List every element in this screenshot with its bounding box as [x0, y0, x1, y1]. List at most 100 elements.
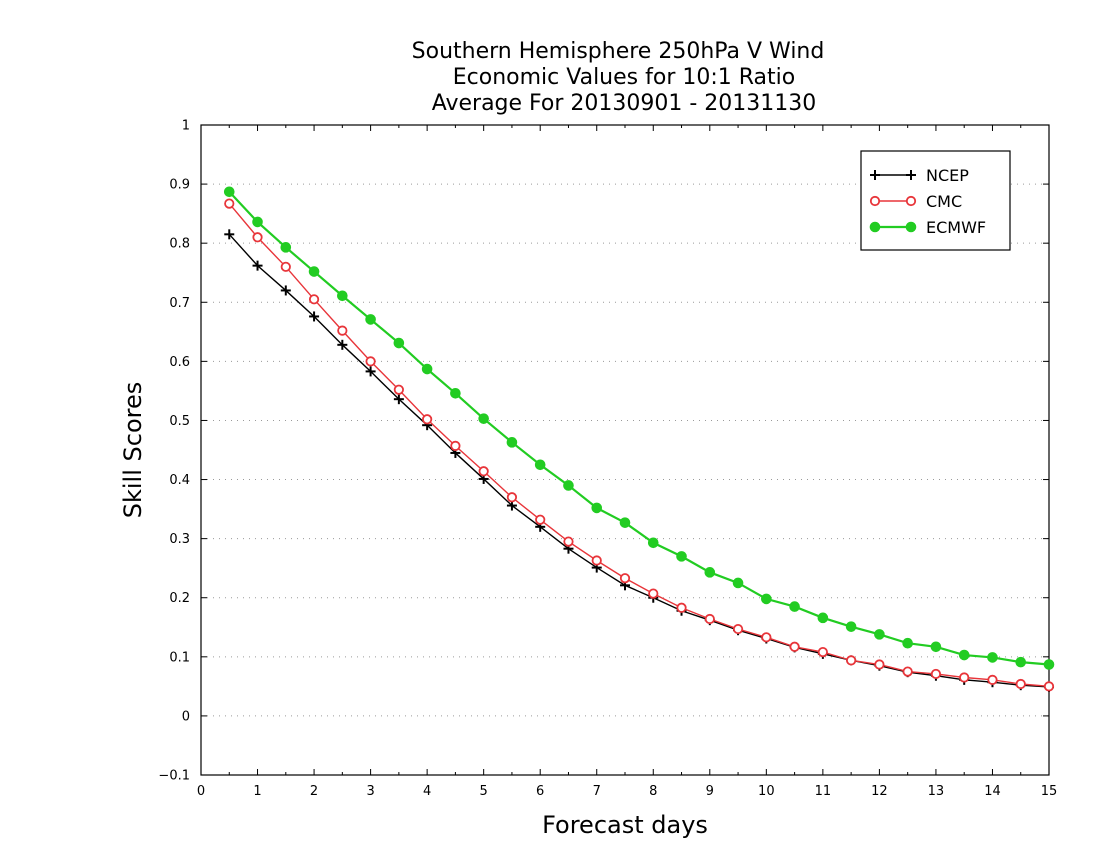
data-point-ecmwf — [563, 480, 574, 491]
data-point-ecmwf — [874, 629, 885, 640]
y-tick-label: 0 — [182, 709, 190, 724]
data-point-ecmwf — [308, 266, 320, 277]
data-point-ecmwf — [534, 459, 546, 471]
data-point-ecmwf — [647, 537, 659, 549]
data-point-ecmwf — [676, 551, 687, 562]
data-point-ecmwf — [393, 337, 405, 349]
data-point-ncep — [280, 285, 291, 296]
data-point-cmc — [337, 325, 348, 336]
y-tick-label: 0.8 — [169, 237, 190, 252]
data-point-cmc — [506, 492, 518, 503]
data-point-cmc — [252, 232, 263, 243]
legend-item-cmc: CMC — [869, 192, 962, 211]
legend-marker — [869, 195, 881, 207]
data-point-ecmwf — [732, 577, 744, 589]
data-point-cmc — [704, 613, 715, 625]
x-tick-label: 12 — [871, 784, 888, 799]
x-axis-title: Forecast days — [542, 811, 708, 839]
data-point-cmc — [619, 573, 631, 584]
series-cmc — [224, 198, 1055, 692]
legend-marker — [869, 221, 881, 233]
legend-label: CMC — [926, 192, 962, 211]
data-point-cmc — [422, 414, 433, 425]
data-point-cmc — [930, 668, 942, 680]
y-tick-label: 1 — [182, 119, 190, 134]
data-point-ncep — [309, 311, 320, 322]
legend-marker — [906, 170, 916, 180]
y-tick-labels: −0.1 0 0.1 0.2 0.3 0.4 0.5 0.6 0.7 0.8 0.9 1 — [158, 119, 190, 784]
axis-ticks — [200, 124, 1050, 776]
y-tick-label: 0.7 — [169, 296, 190, 311]
data-point-ecmwf — [478, 413, 489, 424]
data-point-ecmwf — [591, 502, 603, 514]
data-point-ecmwf — [223, 186, 235, 198]
x-tick-label: 11 — [815, 784, 832, 799]
data-point-ecmwf — [506, 437, 518, 448]
title-line-2: Economic Values for 10:1 Ratio — [453, 65, 795, 90]
legend-marker — [870, 170, 880, 180]
x-tick-labels: 0 1 2 3 4 5 6 7 8 9 10 11 12 13 14 15 — [197, 784, 1057, 799]
data-point-ecmwf — [845, 621, 857, 632]
data-point-cmc — [732, 623, 744, 635]
data-point-ecmwf — [421, 363, 433, 375]
data-point-ecmwf — [789, 601, 800, 612]
data-point-cmc — [987, 674, 998, 685]
data-point-cmc — [846, 655, 857, 666]
legend-marker — [905, 221, 917, 233]
legend-marker — [905, 195, 917, 207]
series-ncep — [224, 229, 1054, 692]
series-line-cmc — [228, 203, 1050, 688]
data-point-ecmwf — [987, 652, 998, 663]
title-line-3: Average For 20130901 - 20131130 — [432, 91, 817, 116]
x-tick-label: 10 — [758, 784, 775, 799]
data-point-cmc — [308, 294, 320, 305]
y-tick-label: 0.2 — [169, 591, 190, 606]
data-point-cmc — [959, 672, 970, 683]
data-point-cmc — [761, 632, 772, 643]
data-point-ecmwf — [337, 290, 348, 302]
data-point-ecmwf — [619, 517, 631, 528]
data-point-cmc — [535, 514, 546, 525]
data-point-cmc — [1015, 678, 1026, 690]
series-line-ecmwf — [228, 191, 1050, 666]
data-point-cmc — [817, 646, 828, 658]
series-ecmwf — [223, 186, 1055, 670]
data-point-ncep — [224, 229, 235, 240]
x-tick-label: 0 — [197, 784, 205, 799]
x-tick-label: 8 — [649, 784, 657, 799]
y-tick-label: 0.3 — [169, 532, 190, 547]
series-layer — [223, 186, 1055, 692]
data-point-cmc — [478, 466, 489, 477]
x-tick-label: 4 — [423, 784, 431, 799]
data-point-ecmwf — [450, 387, 461, 399]
data-point-cmc — [1043, 681, 1055, 692]
y-tick-label: 0.5 — [169, 414, 190, 429]
data-point-ecmwf — [958, 649, 970, 661]
legend-label: NCEP — [926, 166, 969, 185]
x-tick-label: 9 — [706, 784, 714, 799]
y-tick-label: 0.1 — [169, 650, 190, 665]
x-tick-label: 2 — [310, 784, 318, 799]
data-point-ecmwf — [252, 216, 263, 228]
data-point-ecmwf — [930, 641, 942, 653]
data-point-ncep — [393, 394, 404, 405]
x-tick-label: 15 — [1041, 784, 1058, 799]
data-point-ncep — [365, 366, 376, 377]
gridlines — [201, 183, 1049, 717]
data-point-ecmwf — [1015, 656, 1027, 668]
x-tick-label: 1 — [253, 784, 261, 799]
data-point-ecmwf — [761, 593, 772, 605]
x-tick-label: 14 — [984, 784, 1001, 799]
x-tick-label: 5 — [480, 784, 488, 799]
legend: NCEP CMC ECMWF — [860, 150, 1011, 251]
data-point-cmc — [280, 261, 291, 272]
x-tick-label: 6 — [536, 784, 544, 799]
data-point-ecmwf — [1043, 659, 1055, 670]
data-point-cmc — [450, 440, 461, 451]
chart-title: Southern Hemisphere 250hPa V Wind Econom… — [412, 39, 825, 116]
data-point-ecmwf — [817, 612, 829, 624]
data-point-ecmwf — [704, 567, 716, 578]
data-point-cmc — [365, 356, 376, 367]
legend-item-ecmwf: ECMWF — [869, 218, 986, 237]
